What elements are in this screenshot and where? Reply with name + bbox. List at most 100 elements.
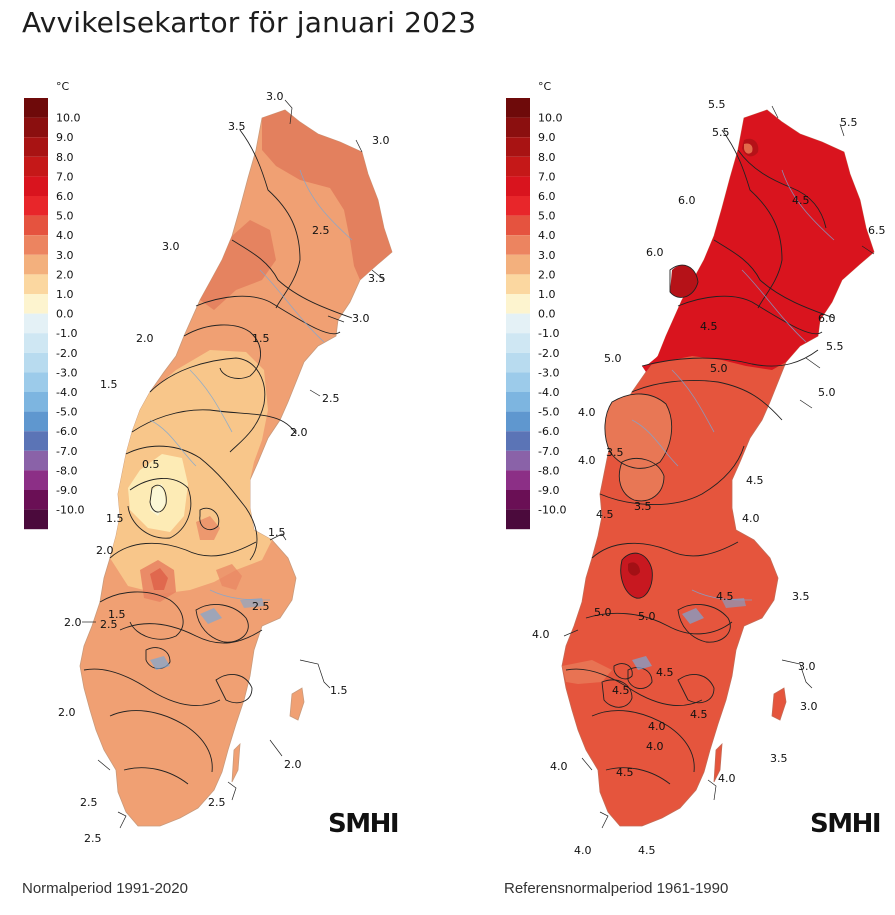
legend-swatch <box>24 450 48 471</box>
legend-swatch <box>24 431 48 451</box>
contour-label: 3.5 <box>606 446 624 459</box>
legend-label: -10.0 <box>56 504 84 517</box>
legend-swatch <box>506 352 530 373</box>
legend-label: 7.0 <box>538 170 556 183</box>
legend-swatch <box>506 235 530 255</box>
contour-label: 2.0 <box>136 332 154 345</box>
sweden-map <box>561 105 875 829</box>
map-panel-normal-1991-2020: °C 10.0 9.0 8.0 7.0 6.0 5.0 4.0 3.0 2.0 1.0 0.0 -1.0… <box>0 70 440 860</box>
legend-label: 0.0 <box>538 308 556 321</box>
smhi-logo: SMHI <box>328 809 398 839</box>
legend-label: -5.0 <box>538 406 559 419</box>
contour-label: 3.0 <box>352 312 370 325</box>
contour-label: 3.5 <box>368 272 386 285</box>
legend-label: 9.0 <box>56 131 74 144</box>
legend-swatch <box>506 313 530 334</box>
contour-label: 2.5 <box>208 796 226 809</box>
legend-label: -6.0 <box>538 425 559 438</box>
legend-swatch <box>24 117 48 138</box>
legend-swatch <box>506 470 530 490</box>
legend-swatch <box>24 274 48 294</box>
contour-label: 6.0 <box>678 194 696 207</box>
legend-label: -8.0 <box>56 464 77 477</box>
color-legend: °C 10.0 9.0 8.0 7.0 6.0 5.0 4.0 3.0 2.0 1.0 0.0 -1.0… <box>506 80 566 530</box>
legend-swatch <box>24 98 48 118</box>
legend-unit: °C <box>538 80 552 93</box>
legend-swatch <box>24 333 48 353</box>
legend-swatch <box>24 196 48 216</box>
contour-label: 5.0 <box>594 606 612 619</box>
contour-label: 4.5 <box>792 194 810 207</box>
contour-label: 2.5 <box>312 224 330 237</box>
contour-label: 4.5 <box>612 684 630 697</box>
contour-label: 4.5 <box>638 844 656 857</box>
caption-reference-period: Referensnormalperiod 1961-1990 <box>504 880 729 897</box>
contour-label: 2.5 <box>322 392 340 405</box>
contour-label: 2.5 <box>84 832 102 845</box>
legend-label: 1.0 <box>538 288 556 301</box>
contour-labels: 3.03.53.02.53.03.53.02.0 1.51.52.52.01.50… <box>58 90 390 845</box>
legend-swatch <box>24 352 48 373</box>
contour-label: 2.0 <box>284 758 302 771</box>
legend-swatch <box>506 274 530 294</box>
legend-label: 8.0 <box>538 151 556 164</box>
contour-label: 3.0 <box>266 90 284 103</box>
contour-label: 2.5 <box>252 600 270 613</box>
legend-label: 2.0 <box>56 268 74 281</box>
contour-label: 4.0 <box>574 844 592 857</box>
legend-swatch <box>506 431 530 451</box>
legend-label: 4.0 <box>56 229 74 242</box>
legend-label: 10.0 <box>538 112 563 125</box>
contour-label: 1.5 <box>108 608 126 621</box>
legend-label: 2.0 <box>538 268 556 281</box>
contour-label: 6.0 <box>646 246 664 259</box>
legend-label: 6.0 <box>56 190 74 203</box>
contour-label: 5.5 <box>712 126 730 139</box>
contour-label: 5.0 <box>604 352 622 365</box>
legend-swatch <box>506 117 530 138</box>
legend-label: -4.0 <box>538 386 559 399</box>
contour-label: 5.5 <box>840 116 858 129</box>
legend-swatch <box>506 392 530 412</box>
contour-label: 2.0 <box>58 706 76 719</box>
contour-label: 1.5 <box>106 512 124 525</box>
contour-label: 1.5 <box>330 684 348 697</box>
legend-swatch <box>506 372 530 392</box>
contour-label: 5.0 <box>638 610 656 623</box>
contour-label: 4.5 <box>716 590 734 603</box>
color-legend: °C 10.0 9.0 8.0 7.0 6.0 5.0 4.0 3.0 2.0 1.0 0.0 -1.0… <box>24 80 84 530</box>
contour-label: 4.0 <box>646 740 664 753</box>
legend-label: -9.0 <box>56 484 77 497</box>
legend-swatch <box>24 509 48 530</box>
contour-label: 3.0 <box>162 240 180 253</box>
legend-swatch <box>24 176 48 196</box>
contour-label: 1.5 <box>252 332 270 345</box>
legend-swatch <box>506 215 530 236</box>
legend-swatch <box>24 137 48 157</box>
legend-swatch <box>506 411 530 432</box>
legend-swatch <box>24 372 48 392</box>
contour-label: 6.0 <box>818 312 836 325</box>
map-panel-reference-1961-1990: °C 10.0 9.0 8.0 7.0 6.0 5.0 4.0 3.0 2.0 1.0 0.0 -1.0… <box>482 70 895 860</box>
contour-label: 2.5 <box>80 796 98 809</box>
contour-label: 0.5 <box>142 458 160 471</box>
contour-label: 3.0 <box>798 660 816 673</box>
contour-label: 1.5 <box>268 526 286 539</box>
legend-swatch <box>24 490 48 510</box>
legend-label: 7.0 <box>56 170 74 183</box>
legend-label: 10.0 <box>56 112 81 125</box>
legend-label: 1.0 <box>56 288 74 301</box>
legend-swatch <box>506 156 530 177</box>
legend-label: -2.0 <box>56 347 77 360</box>
legend-swatch <box>24 392 48 412</box>
contour-label: 2.0 <box>64 616 82 629</box>
contour-label: 4.5 <box>690 708 708 721</box>
legend-swatch <box>506 509 530 530</box>
contour-label: 2.0 <box>290 426 308 439</box>
legend-swatch <box>506 450 530 471</box>
contour-label: 3.5 <box>228 120 246 133</box>
contour-label: 2.0 <box>96 544 114 557</box>
legend-label: 4.0 <box>538 229 556 242</box>
contour-label: 3.0 <box>800 700 818 713</box>
legend-swatch <box>506 333 530 353</box>
